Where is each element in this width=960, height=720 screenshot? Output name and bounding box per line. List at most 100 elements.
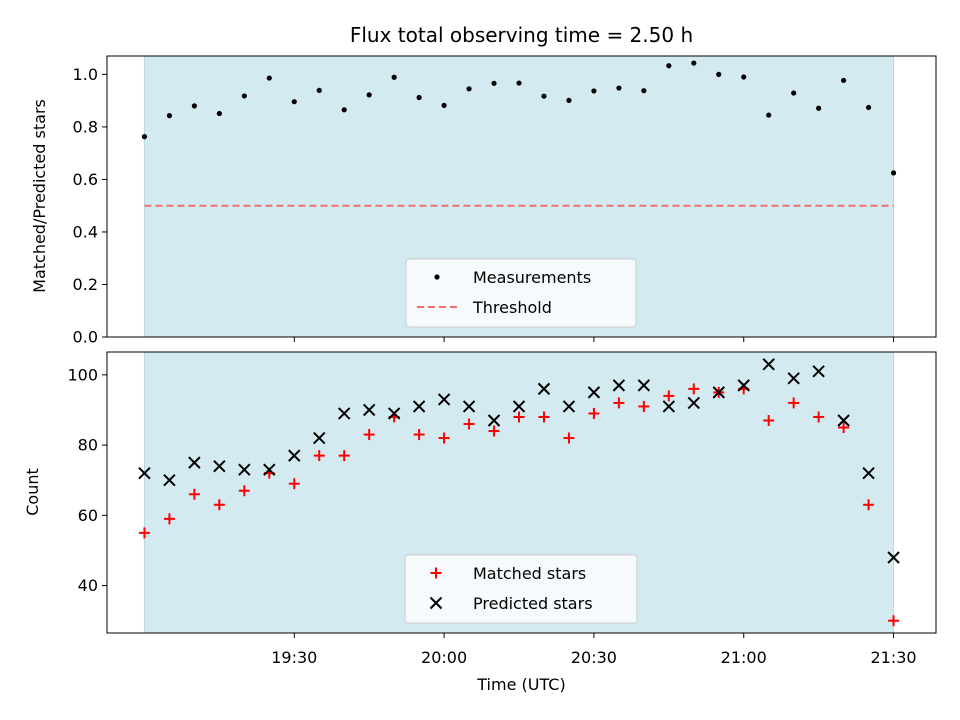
matched-star-point [788, 397, 800, 409]
predicted-star-point [412, 400, 426, 413]
legend-x [429, 596, 443, 610]
predicted-star-point [837, 414, 850, 427]
y-tick-label: 100 [67, 365, 98, 384]
matched-star-point [688, 383, 700, 395]
matched-star-point [338, 450, 350, 462]
y-tick-label: 0.6 [73, 170, 98, 189]
legend-measurements-label: Measurements [473, 268, 591, 287]
bottom-y-ticks: 40 60 80 100 [67, 365, 107, 595]
measurement-point [691, 60, 697, 66]
measurement-point [591, 88, 597, 94]
top-y-axis-label: Matched/Predicted stars [30, 99, 49, 293]
y-tick-label: 0.2 [73, 275, 98, 294]
predicted-star-point [787, 372, 800, 385]
measurement-point [316, 87, 322, 94]
predicted-star-point [213, 459, 226, 473]
top-axes-frame [106, 55, 937, 338]
measurement-point [141, 134, 148, 140]
chart-title: Flux total observing time = 2.50 h [350, 23, 693, 47]
measurement-point [441, 102, 447, 108]
matched-star-point [138, 527, 150, 539]
matched-star-point [513, 411, 525, 423]
measurement-point [166, 113, 173, 119]
matched-star-point [363, 429, 375, 441]
matched-star-point [888, 615, 900, 627]
matched-star-point [538, 411, 550, 423]
predicted-star-point [138, 466, 151, 480]
predicted-star-point [762, 358, 775, 371]
y-tick-label: 80 [78, 436, 98, 455]
predicted-star-point [512, 400, 526, 413]
measurement-point [191, 103, 197, 109]
top-legend: Measurements Threshold [405, 258, 637, 328]
measurement-point [266, 75, 272, 81]
predicted-star-point [387, 407, 401, 420]
matched-star-point [863, 499, 875, 511]
bottom-legend: Matched stars Predicted stars [404, 554, 638, 624]
predicted-star-point [537, 382, 551, 396]
matched-star-point [813, 411, 825, 423]
predicted-star-point [687, 396, 700, 410]
matched-star-point [663, 390, 675, 402]
measurement-point [216, 110, 222, 117]
top-panel: 0.0 0.2 0.4 0.6 0.8 1.0 Matched/Predicted sta… [30, 55, 937, 347]
predicted-star-point [163, 473, 176, 487]
bottom-panel: 40 60 80 100 19:30 20:00 20:30 21:00 21:30 Coun… [23, 351, 937, 694]
matched-star-point [763, 414, 775, 426]
measurement-point [291, 99, 297, 105]
measurement-point [666, 63, 672, 69]
matched-star-point [438, 432, 450, 444]
predicted-star-point [887, 551, 900, 564]
predicted-star-point [437, 393, 451, 406]
measurement-point [241, 93, 247, 99]
matched-star-point [563, 432, 575, 444]
predicted-star-point [712, 386, 725, 399]
predicted-star-point [288, 449, 301, 462]
matched-star-point [238, 485, 250, 497]
y-tick-label: 0.0 [73, 328, 98, 347]
measurement-point [341, 107, 347, 113]
matched-star-point [613, 397, 625, 409]
legend-predicted-marker [429, 596, 443, 610]
predicted-star-point [637, 379, 651, 392]
x-tick-label: 21:00 [721, 648, 767, 667]
y-tick-label: 60 [78, 506, 98, 525]
measurement-point [641, 88, 647, 94]
legend-predicted-label: Predicted stars [473, 594, 593, 613]
matched-star-point [163, 513, 175, 525]
legend-threshold-label: Threshold [472, 298, 552, 317]
measurement-point [816, 105, 822, 111]
bottom-legend-box [404, 554, 638, 624]
legend-measurements-marker [434, 274, 440, 280]
predicted-star-point [812, 365, 825, 378]
top-legend-box [405, 258, 637, 328]
measurement-point [491, 80, 497, 86]
measurement-point [416, 94, 422, 101]
predicted-star-point [662, 400, 676, 413]
matched-star-point [213, 499, 225, 511]
y-tick-label: 0.8 [73, 117, 98, 136]
top-measurement-points [141, 60, 897, 176]
bottom-axes-frame [106, 351, 937, 634]
x-tick-label: 21:30 [870, 648, 916, 667]
predicted-star-point [238, 463, 251, 476]
matched-star-point [838, 422, 850, 434]
y-tick-label: 0.4 [73, 222, 98, 241]
measurement-point [766, 112, 772, 118]
matched-star-point [588, 407, 600, 419]
matched-star-point [188, 488, 200, 500]
measurement-point [741, 74, 747, 80]
bottom-y-axis-label: Count [23, 468, 42, 516]
matched-star-point [413, 429, 425, 441]
bottom-count-points [138, 358, 900, 627]
top-y-ticks: 0.0 0.2 0.4 0.6 0.8 1.0 [73, 65, 107, 347]
measurement-point [541, 93, 547, 99]
matched-star-point [313, 450, 325, 462]
measurement-point [391, 74, 397, 80]
predicted-star-point [462, 400, 476, 413]
measurement-point [716, 71, 722, 77]
y-tick-label: 40 [78, 576, 98, 595]
measurement-point [890, 170, 897, 176]
x-tick-label: 20:30 [571, 648, 617, 667]
